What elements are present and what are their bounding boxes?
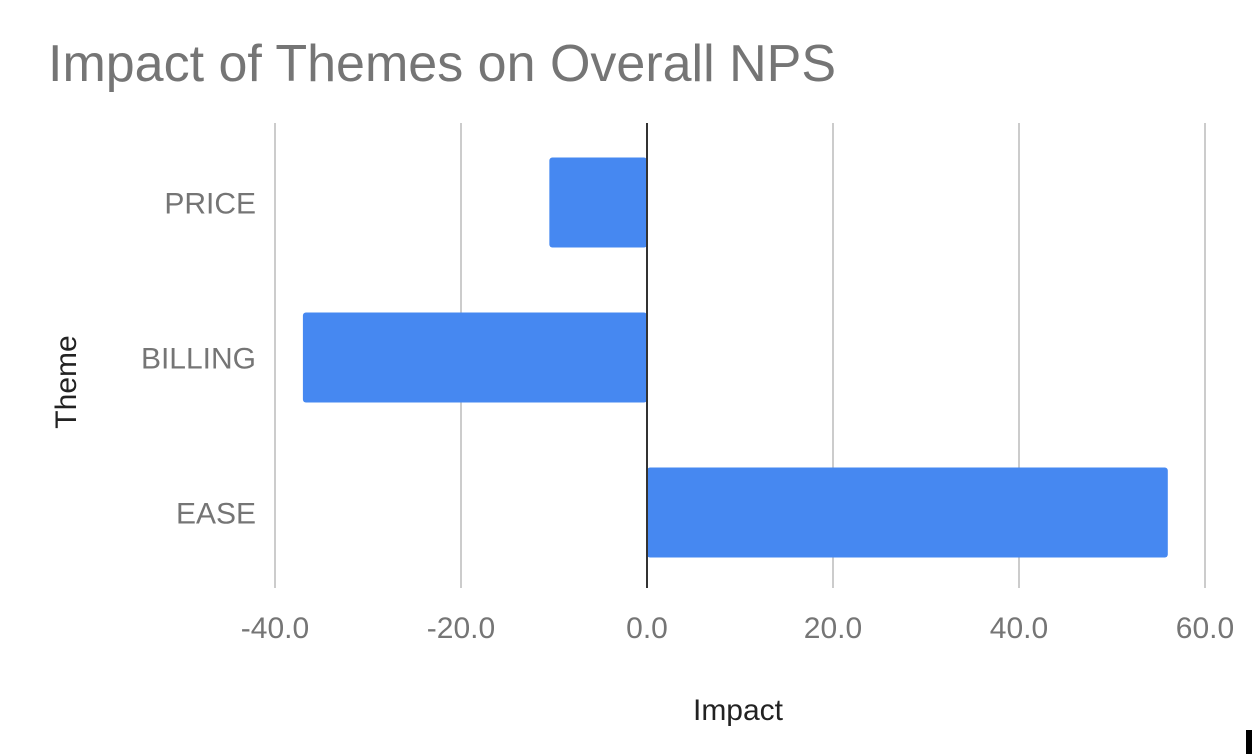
corner-mark — [1246, 730, 1252, 754]
bar-ease — [647, 467, 1168, 558]
category-label: BILLING — [141, 343, 256, 376]
category-labels: PRICE BILLING EASE — [141, 188, 256, 531]
x-tick-label: 20.0 — [804, 612, 862, 645]
x-tick-label: -20.0 — [427, 612, 495, 645]
x-tick-label: 60.0 — [1176, 612, 1234, 645]
x-tick-label: -40.0 — [241, 612, 309, 645]
category-label: EASE — [176, 498, 256, 531]
y-axis-title: Theme — [50, 335, 83, 428]
chart-title: Impact of Themes on Overall NPS — [48, 35, 837, 93]
bars — [302, 157, 1168, 558]
bar-billing — [302, 312, 647, 403]
x-tick-label: 40.0 — [990, 612, 1048, 645]
x-tick-labels: -40.0 -20.0 0.0 20.0 40.0 60.0 — [241, 612, 1234, 645]
x-axis-title: Impact — [693, 694, 784, 727]
category-label: PRICE — [164, 188, 256, 221]
x-tick-label: 0.0 — [626, 612, 668, 645]
bar-price — [549, 157, 647, 248]
